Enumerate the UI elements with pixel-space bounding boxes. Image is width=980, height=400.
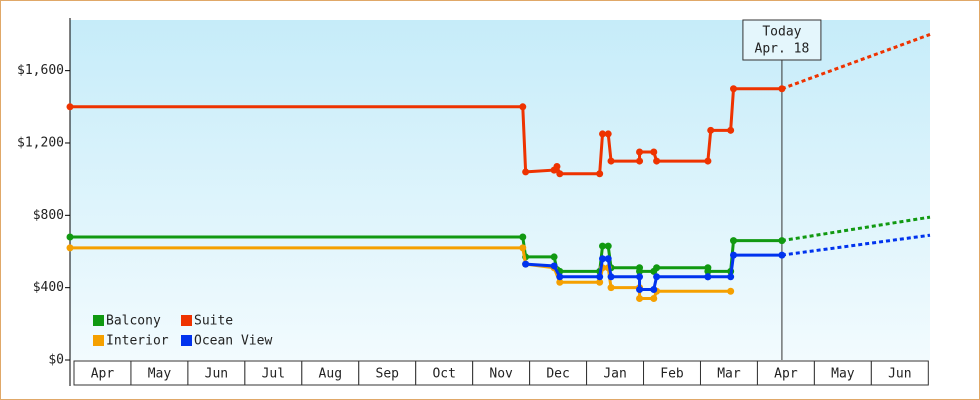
today-label: Today <box>762 25 801 40</box>
point <box>596 278 604 286</box>
legend-label: Balcony <box>106 314 161 329</box>
x-tick-cell <box>301 360 360 386</box>
x-tick-label: Nov <box>489 367 513 382</box>
projection-line <box>781 215 931 243</box>
x-tick-label: May <box>831 367 855 382</box>
x-tick-cell <box>756 360 815 386</box>
x-tick-cell <box>472 360 531 386</box>
legend-label: Ocean View <box>194 334 272 349</box>
point <box>556 278 564 286</box>
x-tick-cell <box>244 360 303 386</box>
point <box>704 273 712 281</box>
x-tick-label: Aug <box>319 367 342 382</box>
legend-swatch <box>181 315 192 326</box>
point <box>596 273 604 281</box>
point <box>730 251 738 259</box>
point <box>66 103 74 111</box>
point <box>778 237 786 245</box>
point <box>607 284 615 292</box>
x-tick-label: Jan <box>603 367 626 382</box>
point <box>653 273 661 281</box>
x-tick-label: Jul <box>262 367 285 382</box>
point <box>599 242 607 250</box>
y-tick-label: $400 <box>33 280 64 295</box>
x-tick-label: Oct <box>432 367 455 382</box>
y-tick-label: $0 <box>48 353 64 368</box>
point <box>636 273 644 281</box>
point <box>778 85 786 93</box>
y-tick-label: $1,200 <box>17 135 64 150</box>
x-tick-cell <box>187 360 246 386</box>
legend-label: Interior <box>106 334 169 349</box>
x-tick-label: Jun <box>205 367 228 382</box>
x-tick-label: Mar <box>717 367 741 382</box>
point <box>704 157 712 165</box>
point <box>607 273 615 281</box>
x-tick-cell <box>643 360 701 386</box>
point <box>636 295 644 303</box>
x-tick-label: Jun <box>888 367 911 382</box>
point <box>636 285 644 293</box>
point <box>604 255 612 263</box>
point <box>519 103 527 111</box>
point <box>653 157 661 165</box>
point <box>522 260 530 268</box>
point <box>519 233 527 241</box>
point <box>727 126 735 134</box>
today-box <box>742 19 822 61</box>
legend-swatch <box>181 335 192 346</box>
point <box>553 162 561 170</box>
x-tick-label: Apr <box>774 367 798 382</box>
point <box>556 273 564 281</box>
point <box>730 85 738 93</box>
point <box>519 244 527 252</box>
point <box>556 170 564 178</box>
point <box>66 233 74 241</box>
x-tick-label: Dec <box>546 367 569 382</box>
point <box>778 251 786 259</box>
x-tick-cell <box>699 360 758 386</box>
point <box>607 157 615 165</box>
point <box>730 237 738 245</box>
x-tick-label: Apr <box>91 367 115 382</box>
point <box>66 244 74 252</box>
point <box>727 273 735 281</box>
x-tick-label: Sep <box>376 367 400 382</box>
x-tick-cell <box>415 360 474 386</box>
point <box>522 168 530 176</box>
plot-area <box>70 20 930 360</box>
legend-swatch <box>93 315 104 326</box>
point <box>604 130 612 138</box>
point <box>650 285 658 293</box>
point <box>636 157 644 165</box>
point <box>727 287 735 295</box>
x-tick-cell <box>529 360 588 386</box>
x-tick-cell <box>870 360 929 386</box>
projection-line <box>781 233 931 257</box>
point <box>550 262 558 270</box>
x-tick-cell <box>586 360 645 386</box>
point <box>650 148 658 156</box>
legend-swatch <box>93 335 104 346</box>
point <box>599 255 607 263</box>
y-tick-label: $1,600 <box>17 63 64 78</box>
x-tick-label: Feb <box>660 367 684 382</box>
point <box>550 253 558 261</box>
y-tick-label: $800 <box>33 208 64 223</box>
point <box>650 295 658 303</box>
point <box>636 267 644 275</box>
projection-line <box>781 33 931 91</box>
point <box>707 126 715 134</box>
point <box>599 130 607 138</box>
x-tick-label: May <box>148 367 172 382</box>
legend-label: Suite <box>194 314 233 329</box>
today-label: Apr. 18 <box>755 42 810 57</box>
point <box>653 264 661 272</box>
x-tick-cell <box>358 360 417 386</box>
point <box>596 170 604 178</box>
point <box>604 242 612 250</box>
point <box>704 267 712 275</box>
point <box>636 148 644 156</box>
